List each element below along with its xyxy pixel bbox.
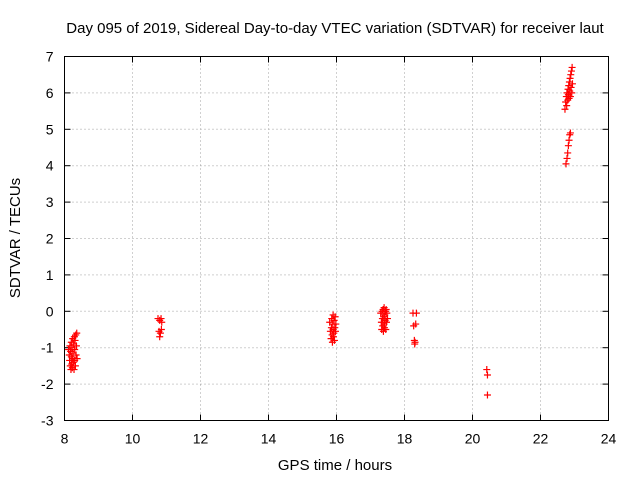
- data-point: [157, 315, 165, 323]
- data-point: [330, 336, 338, 344]
- data-point: [563, 154, 571, 162]
- data-point: [566, 74, 574, 82]
- x-axis-label: GPS time / hours: [278, 457, 392, 474]
- data-point: [332, 320, 340, 328]
- data-point: [568, 80, 576, 88]
- data-point: [73, 329, 81, 337]
- data-points: [65, 63, 576, 399]
- data-point: [383, 309, 391, 317]
- data-point: [566, 93, 574, 101]
- y-tick-label: 2: [46, 231, 54, 247]
- data-point: [331, 324, 339, 332]
- y-tick-label: -3: [41, 413, 54, 429]
- y-tick-label: -1: [41, 340, 54, 356]
- data-point: [564, 142, 572, 150]
- data-point: [568, 63, 576, 71]
- data-point: [331, 313, 339, 321]
- y-tick-label: 6: [46, 85, 54, 101]
- data-point: [483, 366, 491, 374]
- x-tick-label: 12: [193, 431, 209, 447]
- data-point: [156, 333, 164, 341]
- y-axis-label: SDTVAR / TECUs: [7, 178, 24, 298]
- data-point: [70, 366, 78, 374]
- data-point: [330, 316, 338, 324]
- x-tick-labels: 8 10 12 14 16 18 20 22 24: [61, 431, 617, 447]
- data-point: [157, 326, 165, 333]
- data-point: [483, 391, 491, 399]
- data-point: [562, 160, 570, 168]
- data-point: [73, 355, 81, 363]
- data-point: [71, 362, 79, 370]
- grid-lines: [64, 56, 609, 421]
- data-point: [564, 149, 572, 157]
- data-point: [158, 318, 166, 326]
- data-point: [382, 305, 390, 313]
- data-point: [411, 338, 419, 346]
- data-point: [567, 71, 575, 79]
- x-tick-label: 24: [601, 431, 617, 447]
- y-tick-label: 1: [46, 267, 54, 283]
- y-tick-label: 5: [46, 121, 54, 137]
- x-tick-label: 8: [61, 431, 69, 447]
- data-point: [384, 315, 391, 323]
- y-tick-label: -2: [41, 376, 54, 392]
- y-tick-label: 4: [46, 158, 54, 174]
- data-point: [71, 346, 79, 354]
- x-tick-label: 22: [533, 431, 549, 447]
- data-point: [331, 327, 339, 335]
- data-point: [412, 320, 420, 328]
- y-tick-label: 0: [46, 303, 54, 319]
- data-point: [72, 351, 80, 359]
- x-tick-label: 16: [329, 431, 345, 447]
- data-point: [568, 89, 576, 97]
- y-tick-labels: -3 -2 -1 0 1 2 3 4 5 6 7: [41, 49, 54, 429]
- data-point: [563, 102, 571, 110]
- x-tick-label: 14: [261, 431, 277, 447]
- data-point: [565, 136, 573, 144]
- data-point: [567, 83, 575, 91]
- data-point: [382, 318, 390, 326]
- plot-area-border: [64, 56, 609, 421]
- data-point: [483, 371, 491, 379]
- data-point: [567, 67, 575, 75]
- data-point: [412, 309, 420, 317]
- data-point: [156, 329, 164, 337]
- data-point: [566, 129, 574, 137]
- x-tick-label: 18: [397, 431, 413, 447]
- chart-title: Day 095 of 2019, Sidereal Day-to-day VTE…: [66, 20, 604, 37]
- data-point: [72, 342, 80, 350]
- x-tick-label: 20: [465, 431, 481, 447]
- data-point: [71, 336, 79, 344]
- y-tick-label: 3: [46, 194, 54, 210]
- x-tick-label: 10: [125, 431, 141, 447]
- data-point: [382, 326, 390, 333]
- y-tick-label: 7: [46, 49, 54, 65]
- data-point: [561, 105, 569, 113]
